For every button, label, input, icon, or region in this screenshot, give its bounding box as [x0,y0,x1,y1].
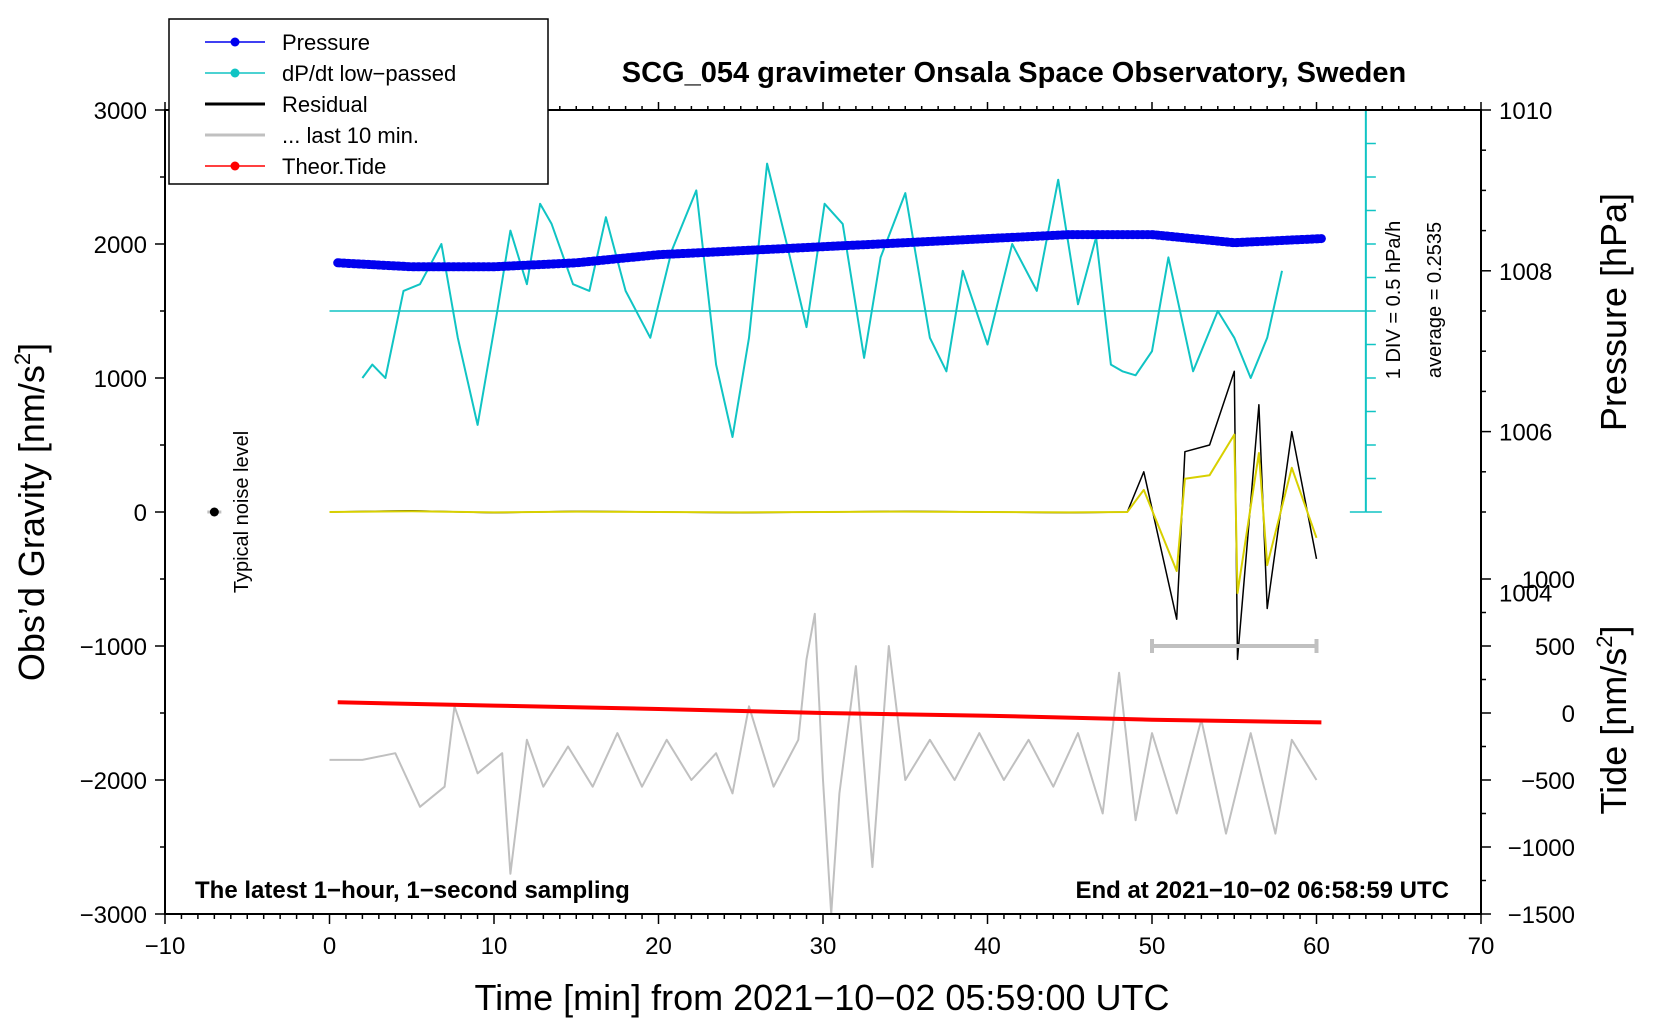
series-last-10-min [329,612,1318,915]
x-tick-label: 60 [1303,933,1330,960]
legend-label-4: Theor.Tide [282,154,386,179]
x-tick-label: 70 [1468,933,1495,960]
tide-tick-label: 0 [1562,701,1575,728]
legend-label-3: ... last 10 min. [282,123,419,148]
pressure-tick-labels: 1010 1008 1006 1004 [1499,98,1552,607]
x-tick-label: 30 [810,933,837,960]
legend-marker-4 [230,161,240,171]
y-left-tick-label: 2000 [94,232,147,259]
legend-label-0: Pressure [282,30,370,55]
dpdt-scale-label: 1 DIV = 0.5 hPa/h [1383,221,1405,379]
y-left-tick-labels: 3000 2000 1000 0 −1000 −2000 −3000 [80,98,147,929]
y-left-tick-label: −1000 [80,634,147,661]
x-tick-labels: −10 0 10 20 30 40 50 60 70 [145,933,1495,960]
legend-label-2: Residual [282,92,368,117]
plot-frame [164,109,1482,915]
tide-tick-label: 1000 [1522,567,1575,594]
y-left-axis-label: Obs’d Gravity [nm/s2] [10,343,52,681]
tide-tick-label: 500 [1535,634,1575,661]
pressure-axis-label: Pressure [hPa] [1593,193,1634,431]
legend-marker-0 [230,37,240,47]
y-left-tick-label: −2000 [80,768,147,795]
data-series-layer [207,109,1382,915]
pressure-tick-label: 1004 [1499,580,1552,607]
x-tick-label: 40 [974,933,1001,960]
noise-level-label: Typical noise level [231,431,253,593]
y-left-label-sup: 2 [10,353,35,365]
pressure-tick-label: 1008 [1499,259,1552,286]
tide-label-close: ] [1593,626,1634,636]
series-theor-tide [337,700,1322,725]
x-tick-label: 20 [645,933,672,960]
noise-marker-dot [209,507,219,517]
y-left-tick-label: −3000 [80,902,147,929]
tide-tick-label: −500 [1521,768,1575,795]
tide-axis-label: Tide [nm/s2] [1592,626,1634,815]
x-tick-label: 0 [323,933,336,960]
legend-marker-1 [230,68,240,78]
x-tick-label: 10 [481,933,508,960]
dpdt-average-label: average = 0.2535 [1424,222,1446,378]
legend-label-1: dP/dt low−passed [282,61,456,86]
tide-label-text: Tide [nm/s [1593,648,1634,815]
x-tick-label: 50 [1139,933,1166,960]
chart-title: SCG_054 gravimeter Onsala Space Observat… [622,57,1406,89]
legend-box [168,18,549,185]
y-left-label-close: ] [11,343,52,353]
y-left-tick-label: 0 [134,500,147,527]
x-axis-label: Time [min] from 2021−10−02 05:59:00 UTC [474,977,1169,1018]
series-pressure [337,232,1322,269]
y-left-label-text: Obs’d Gravity [nm/s [11,365,52,681]
y-left-tick-label: 1000 [94,366,147,393]
pressure-tick-label: 1006 [1499,420,1552,447]
end-time-note: End at 2021−10−02 06:58:59 UTC [1075,877,1449,904]
tide-tick-label: −1500 [1508,902,1575,929]
tide-tick-label: −1000 [1508,835,1575,862]
pressure-tick-label: 1010 [1499,98,1552,125]
legend: Pressure dP/dt low−passed Residual ... last… [168,18,549,185]
series-residual-filtered [329,433,1318,595]
y-left-tick-label: 3000 [94,98,147,125]
series-dpdt [361,162,1283,438]
sampling-note: The latest 1−hour, 1−second sampling [195,877,630,904]
tide-label-sup: 2 [1592,636,1617,648]
x-tick-label: −10 [145,933,186,960]
tide-tick-labels: 1000 500 0 −500 −1000 −1500 [1508,567,1575,929]
